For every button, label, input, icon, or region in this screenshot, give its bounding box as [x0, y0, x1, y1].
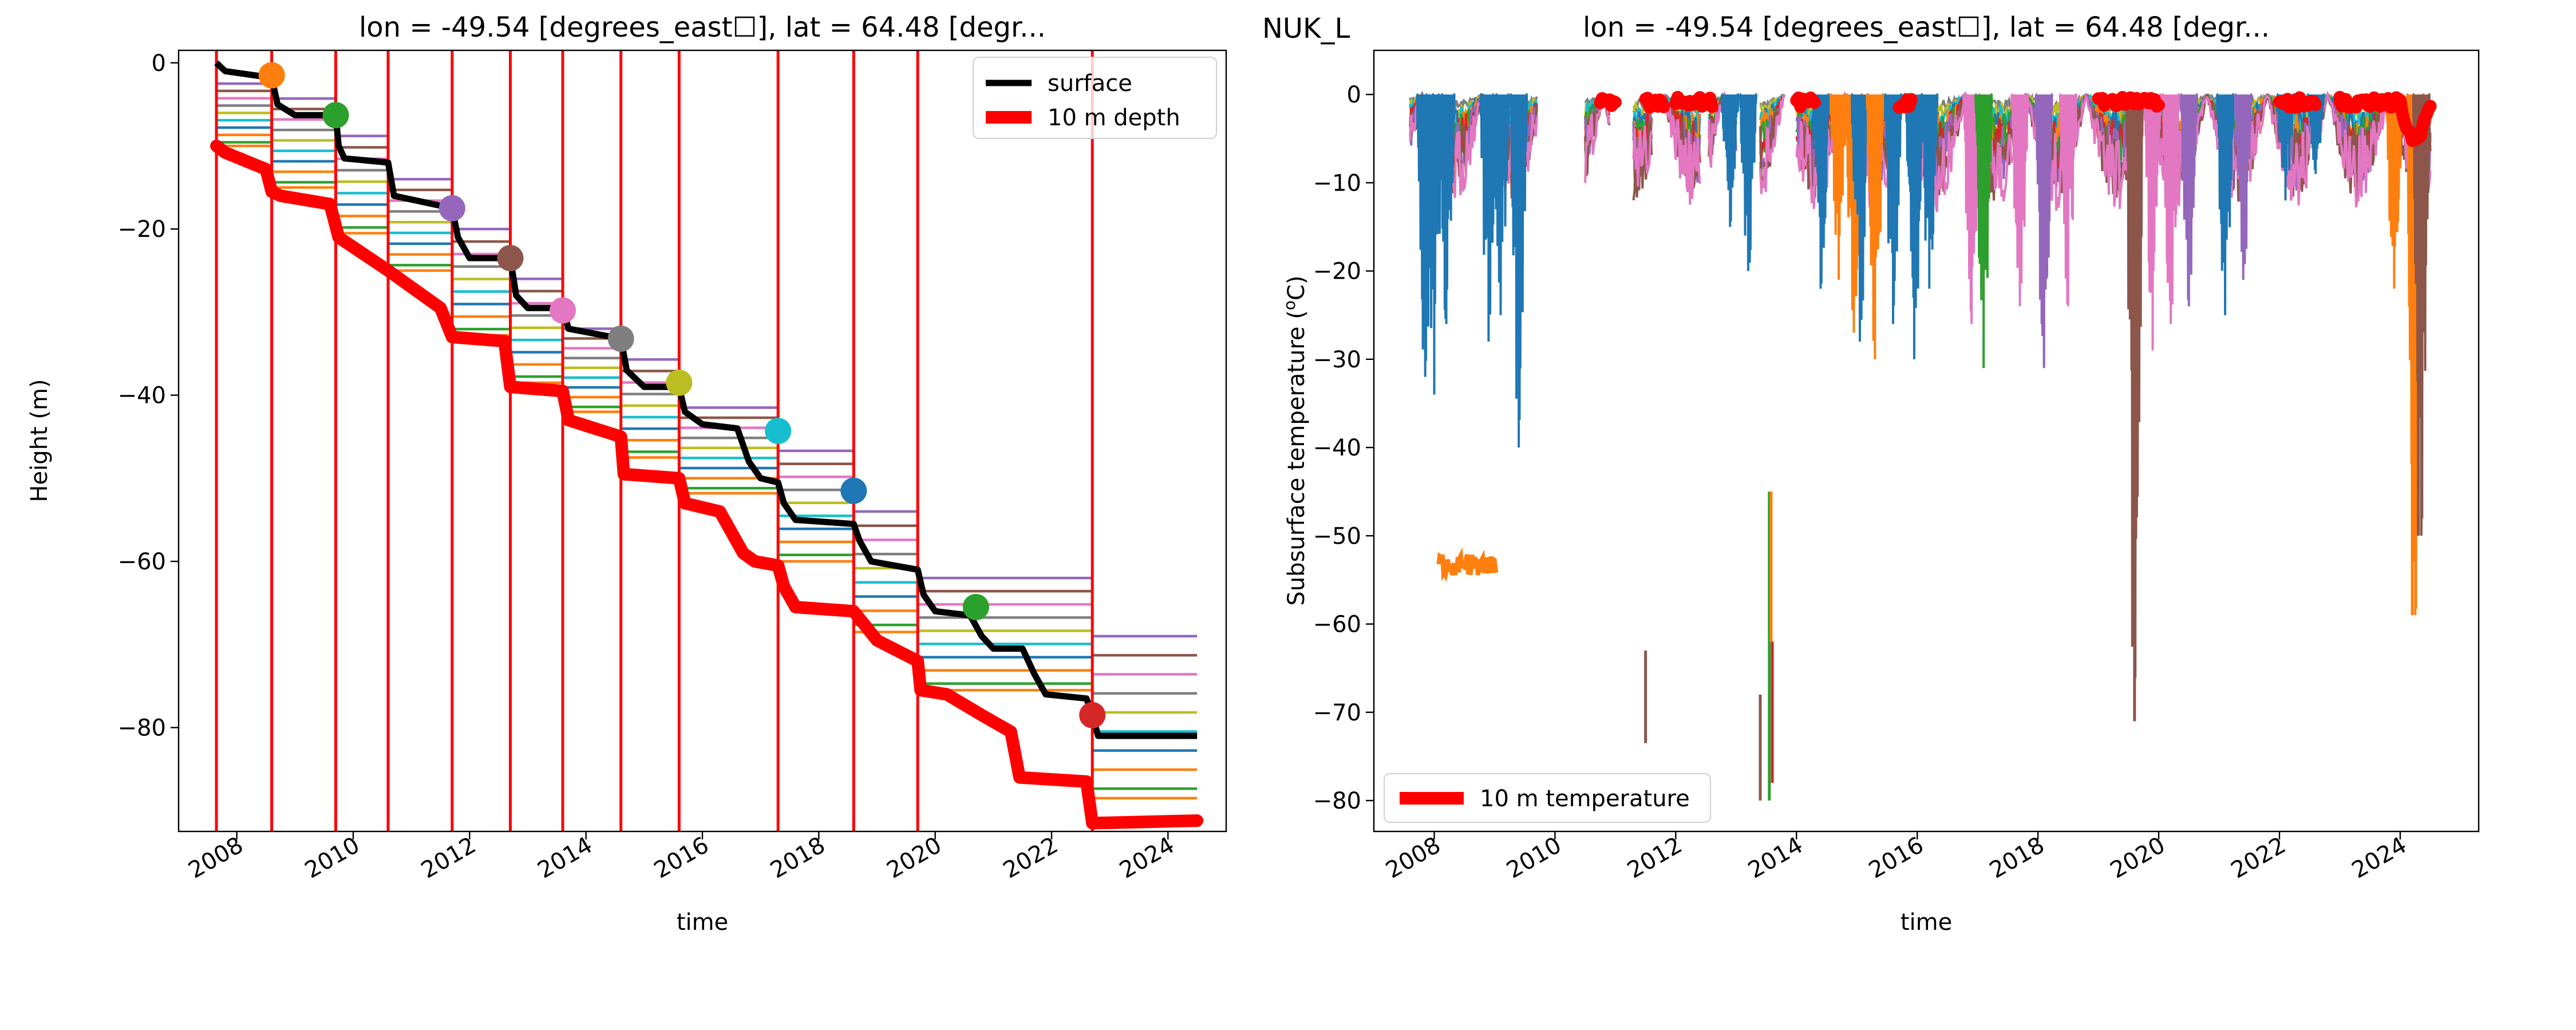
- x-tick-label: 2016: [1864, 832, 1928, 884]
- station-marker-point: [258, 62, 285, 89]
- series-10m-temperature-line: [2273, 91, 2322, 114]
- station-9-sensor-levels: [679, 406, 779, 495]
- temperature-spikes: [1416, 93, 2431, 722]
- y-tick-label: −30: [1313, 347, 1361, 373]
- height-chart-legend: surface 10 m depth: [973, 57, 1217, 139]
- y-tick-label: −70: [1313, 700, 1361, 726]
- y-tick-label: −80: [118, 715, 166, 741]
- temperature-chart: 0 −10 −20 −30 −40 −50 −60 −70 −80 2008 2010 2012 201…: [1280, 11, 2480, 936]
- series-10m-temperature-line: [2092, 91, 2165, 113]
- y-tick-label: −40: [1313, 435, 1361, 461]
- x-tick-label: 2018: [766, 832, 829, 884]
- height-chart-title: lon = -49.54 [degrees_east☐], lat = 64.4…: [359, 11, 1046, 43]
- x-tick-label: 2016: [650, 832, 713, 884]
- legend-label-10m-temperature: 10 m temperature: [1480, 786, 1690, 812]
- isolated-temperature-trace: [1436, 547, 1499, 583]
- station-marker-point: [607, 325, 634, 352]
- station-13-sensor-levels: [1092, 635, 1198, 800]
- x-tick-label: 2022: [999, 832, 1062, 884]
- station-marker-point: [666, 369, 693, 396]
- x-tick-label: 2008: [184, 832, 248, 884]
- height-chart-ylabel: Height (m): [26, 379, 53, 502]
- station-marker-point: [322, 102, 349, 129]
- temperature-trace: [1759, 94, 1786, 195]
- series-surface-line: [214, 60, 1198, 739]
- temperature-chart-legend: 10 m temperature: [1384, 773, 1711, 823]
- legend-label-10m-depth: 10 m depth: [1048, 105, 1180, 131]
- temperature-trace: [1632, 125, 1653, 187]
- series-10m-temperature-line: [1893, 93, 1918, 114]
- height-chart-xlabel: time: [677, 909, 728, 936]
- x-tick-label: 2014: [1744, 832, 1807, 884]
- temperature-trace: [1632, 120, 1653, 201]
- series-10m-temperature-line: [1639, 92, 1670, 114]
- temperature-chart-xlabel: time: [1901, 909, 1952, 936]
- x-tick-label: 2012: [417, 832, 480, 884]
- y-tick-label: −20: [118, 216, 166, 243]
- station-marker-point: [497, 245, 524, 272]
- y-tick-label: −50: [1313, 523, 1361, 549]
- y-tick-label: −60: [1313, 612, 1361, 638]
- x-tick-label: 2024: [2348, 832, 2411, 884]
- station-label: NUK_L: [1262, 13, 1350, 45]
- y-tick-label: −20: [1313, 259, 1361, 285]
- station-1-sensor-levels: [216, 82, 272, 148]
- series-10m-temperature-line: [1790, 91, 1821, 113]
- station-marker-point: [765, 418, 792, 445]
- x-tick-label: 2010: [301, 832, 364, 884]
- station-marker-point: [962, 593, 989, 620]
- temperature-chart-title: lon = -49.54 [degrees_east☐], lat = 64.4…: [1583, 11, 2270, 43]
- station-marker-point: [438, 195, 465, 221]
- station-12-sensor-levels: [918, 576, 1093, 692]
- temperature-trace: [1662, 94, 1701, 205]
- station-4-sensor-levels: [388, 177, 452, 272]
- x-tick-label: 2024: [1115, 832, 1179, 884]
- station-marker-point: [1079, 702, 1106, 728]
- height-chart: 0 −20 −40 −60 −80 2008 2010 2012 2014 2016 2018 202…: [26, 11, 1227, 936]
- series-10m-temperature-line: [1669, 90, 1718, 113]
- x-tick-label: 2020: [2106, 832, 2170, 884]
- y-tick-label: −60: [118, 549, 166, 575]
- temperature-chart-frame: [1373, 49, 2480, 833]
- x-tick-label: 2020: [883, 832, 946, 884]
- y-tick-label: −80: [1313, 788, 1361, 814]
- x-tick-label: 2018: [1985, 832, 2049, 884]
- x-tick-label: 2022: [2227, 832, 2290, 884]
- x-tick-label: 2014: [534, 832, 597, 884]
- series-10m-temperature-line: [2333, 90, 2437, 147]
- legend-label-surface: surface: [1048, 70, 1132, 97]
- station-10-sensor-levels: [778, 449, 854, 563]
- y-tick-label: −40: [118, 383, 166, 409]
- y-tick-label: −10: [1313, 170, 1361, 196]
- temperature-chart-ylabel: Subsurface temperature (oC): [1280, 275, 1310, 605]
- station-marker-point: [550, 297, 576, 324]
- x-tick-label: 2008: [1381, 832, 1445, 884]
- x-tick-label: 2012: [1623, 832, 1686, 884]
- x-tick-label: 2010: [1502, 832, 1566, 884]
- y-tick-label: 0: [1347, 82, 1361, 108]
- station-marker-point: [840, 477, 867, 504]
- series-10m-depth-line: [210, 140, 1204, 830]
- y-tick-label: 0: [152, 50, 166, 77]
- series-10m-temperature-line: [1594, 92, 1622, 112]
